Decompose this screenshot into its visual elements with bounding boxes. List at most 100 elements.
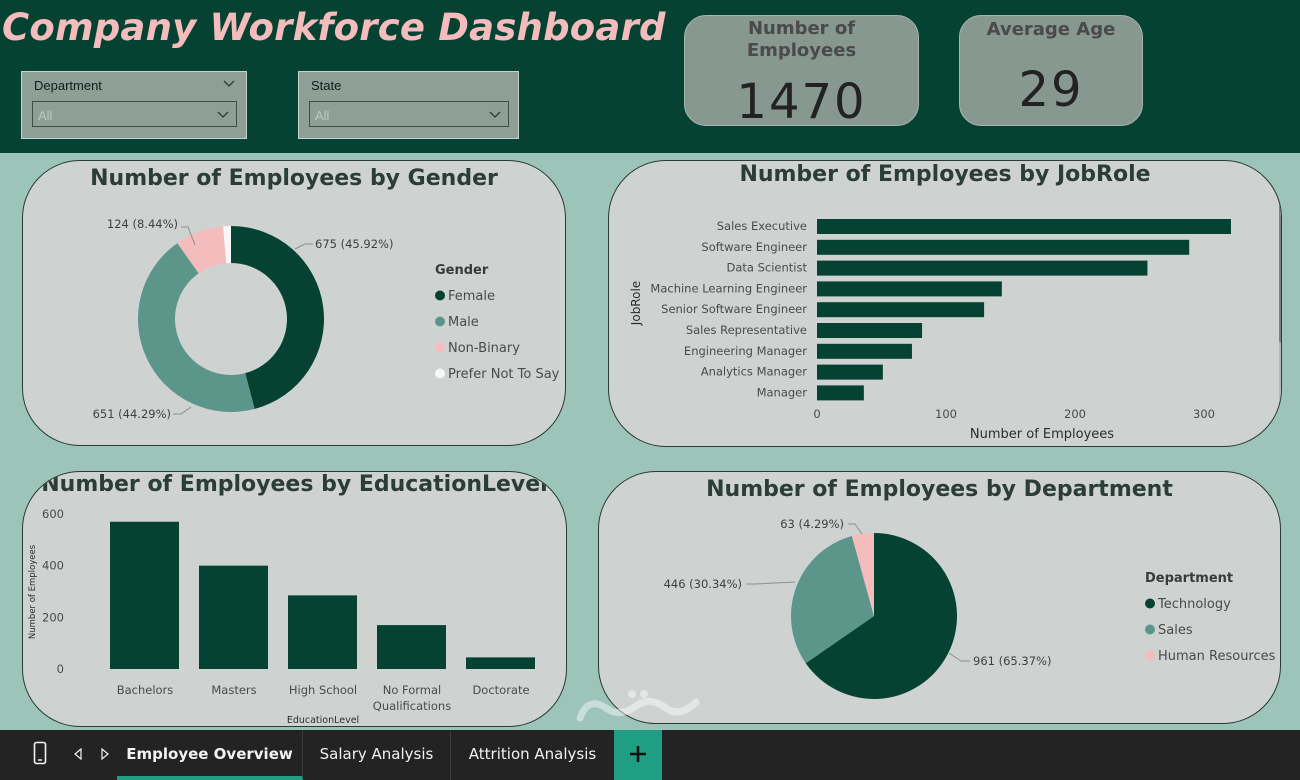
scrollbar-track[interactable] <box>1279 203 1281 403</box>
scrollbar-thumb[interactable] <box>1279 203 1281 343</box>
x-tick-label: 200 <box>1064 407 1086 421</box>
legend-marker <box>1145 650 1155 661</box>
bar <box>466 657 535 669</box>
chart-title: Number of Employees by JobRole <box>739 162 1151 187</box>
previous-page-icon[interactable] <box>73 748 83 760</box>
bar <box>817 260 1148 276</box>
data-label: 63 (4.29%) <box>780 517 844 531</box>
y-tick-label: Manager <box>757 385 808 399</box>
legend-item: Technology <box>1157 597 1231 612</box>
gender-donut-chart: 675 (45.92%) 651 (44.29%) 124 (8.44%) Gende… <box>93 217 560 421</box>
slicer-value: All <box>38 108 53 123</box>
leader-line <box>848 523 863 535</box>
x-tick-label: Doctorate <box>472 683 529 697</box>
y-tick-label: Analytics Manager <box>701 365 808 379</box>
leader-line <box>948 652 970 662</box>
y-axis-title: Number of Employees <box>28 544 38 639</box>
bar <box>817 343 912 359</box>
data-label: 961 (65.37%) <box>973 654 1051 668</box>
department-slicer[interactable]: Department All <box>21 71 247 139</box>
y-tick-label: Software Engineer <box>701 240 807 254</box>
data-label: 651 (44.29%) <box>93 407 171 421</box>
y-tick-label: Sales Representative <box>686 323 807 337</box>
bar <box>817 281 1002 297</box>
legend-marker <box>435 290 445 301</box>
chevron-down-icon[interactable] <box>222 76 236 90</box>
bar <box>377 625 446 669</box>
slicer-label: State <box>311 78 342 93</box>
x-tick-label: 300 <box>1193 407 1215 421</box>
bar <box>110 521 179 669</box>
slice-female <box>231 226 324 409</box>
slice-male <box>138 243 255 412</box>
bar <box>817 219 1231 234</box>
education-chart-panel: Number of Employees by EducationLevel 0 2… <box>22 471 567 727</box>
legend-marker <box>1145 598 1155 609</box>
dashboard-header: Company Workforce Dashboard Department A… <box>0 0 1300 153</box>
kpi-label: Average Age <box>986 19 1116 40</box>
department-pie-chart: 961 (65.37%) 446 (30.34%) 63 (4.29%) Depart… <box>664 517 1276 699</box>
legend-item: Male <box>448 315 479 330</box>
y-tick-label: Data Scientist <box>727 261 808 275</box>
slice-technology <box>805 533 957 699</box>
kpi-number-of-employees: Number of Employees 1470 <box>684 15 919 130</box>
chevron-down-icon[interactable] <box>488 107 502 121</box>
data-label: 675 (45.92%) <box>315 237 393 251</box>
x-axis-title: EducationLevel <box>287 715 359 726</box>
x-tick-label: High School <box>289 683 357 697</box>
bar <box>817 323 923 338</box>
bar <box>817 385 864 401</box>
data-label: 446 (30.34%) <box>664 577 742 591</box>
mobile-layout-icon[interactable] <box>33 741 47 765</box>
x-tick-label: No Formal <box>383 683 442 697</box>
y-axis-title: JobRole <box>629 281 643 326</box>
y-tick-label: Engineering Manager <box>684 344 807 358</box>
tab-employee-overview[interactable]: Employee Overview <box>117 730 303 780</box>
legend-item: Prefer Not To Say <box>448 367 560 382</box>
slice-non-binary <box>177 226 227 274</box>
tab-attrition-analysis[interactable]: Attrition Analysis <box>468 745 597 763</box>
legend-item: Human Resources <box>1158 649 1276 664</box>
plus-icon[interactable] <box>614 730 662 780</box>
bar <box>288 595 357 669</box>
kpi-value: 29 <box>1018 62 1084 118</box>
kpi-average-age: Average Age 29 <box>959 15 1143 126</box>
x-tick-label: 0 <box>813 407 820 421</box>
data-label: 124 (8.44%) <box>107 217 178 231</box>
education-bar-chart: 0 200 400 600 Bachelors Masters High School No … <box>28 507 535 726</box>
leader-line <box>181 226 196 246</box>
legend-marker <box>435 368 445 379</box>
bar <box>817 364 883 380</box>
legend-marker <box>435 342 445 353</box>
leader-line <box>294 243 313 250</box>
y-tick-label: 600 <box>42 507 64 521</box>
bar <box>817 302 985 318</box>
slicer-label: Department <box>34 78 102 93</box>
department-dropdown[interactable]: All <box>32 101 237 127</box>
next-page-icon[interactable] <box>100 748 110 760</box>
gender-chart-panel: Number of Employees by Gender 675 (45.92… <box>22 160 566 446</box>
y-tick-label: 400 <box>42 559 64 573</box>
y-tick-label: Senior Software Engineer <box>661 302 807 316</box>
jobrole-bar-chart: Sales Executive Software Engineer Data Sci… <box>629 219 1231 442</box>
add-page-button[interactable] <box>614 730 662 780</box>
y-tick-label: 200 <box>42 610 64 624</box>
tab-salary-analysis[interactable]: Salary Analysis <box>303 730 451 780</box>
department-chart-panel: Number of Employees by Department 961 (6… <box>598 471 1281 724</box>
x-tick-label: Masters <box>211 683 256 697</box>
chart-title: Number of Employees by Gender <box>90 166 498 191</box>
x-tick-label: 100 <box>935 407 957 421</box>
state-slicer[interactable]: State All <box>298 71 519 139</box>
state-dropdown[interactable]: All <box>309 101 509 127</box>
legend-item: Non-Binary <box>448 341 520 356</box>
legend-title: Gender <box>435 263 489 278</box>
y-tick-label: Sales Executive <box>717 219 807 233</box>
x-tick-label: Bachelors <box>117 683 174 697</box>
dashboard-title: Company Workforce Dashboard <box>2 6 666 49</box>
y-tick-label: 0 <box>57 662 64 676</box>
chart-title: Number of Employees by EducationLevel <box>41 472 548 497</box>
leader-line <box>746 581 796 585</box>
chevron-down-icon[interactable] <box>216 107 230 121</box>
slice-human-resources <box>851 533 874 616</box>
legend-marker <box>435 316 445 327</box>
